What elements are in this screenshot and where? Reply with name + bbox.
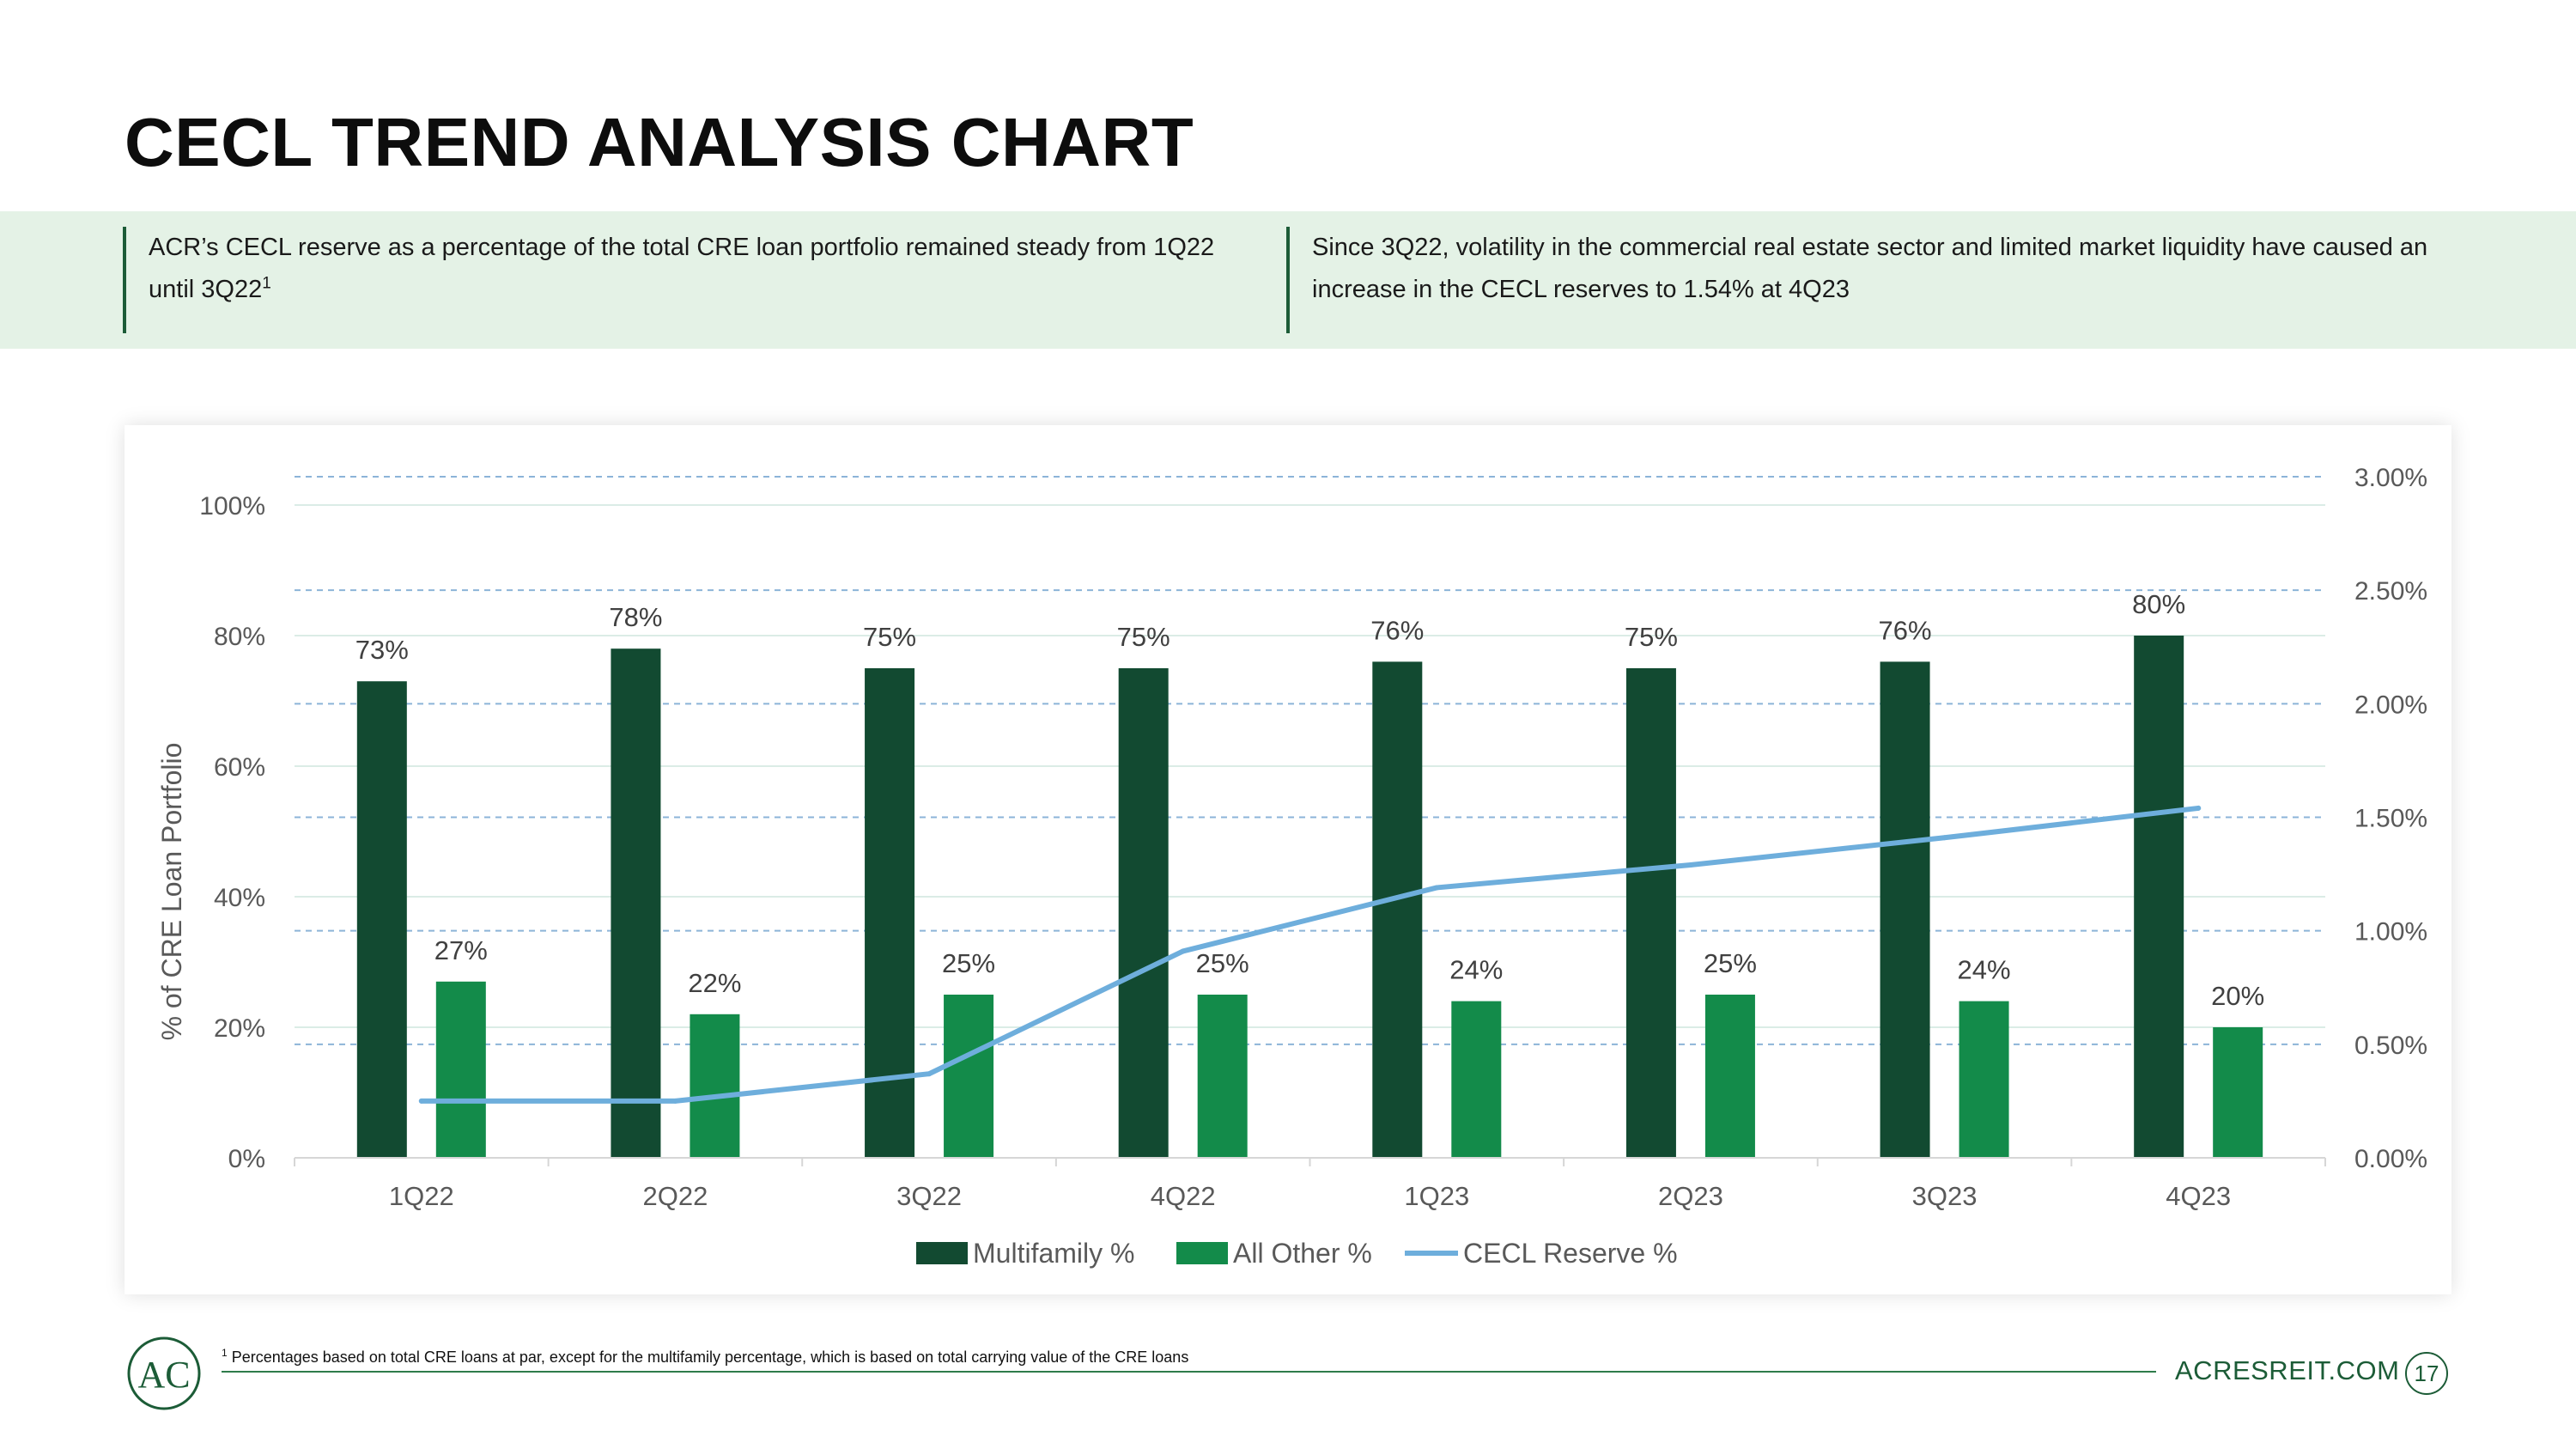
acres-logo: AC	[127, 1336, 201, 1410]
all-other-data-label: 24%	[1958, 955, 2011, 985]
cecl-reserve-point	[418, 1098, 424, 1104]
multifamily-data-label: 75%	[1625, 622, 1678, 652]
left-tick-label: 60%	[214, 753, 265, 782]
y-axis-title: % of CRE Loan Portfolio	[156, 743, 187, 1041]
all-other-data-label: 25%	[1704, 948, 1757, 978]
left-tick-label: 100%	[199, 492, 265, 521]
callout-left-text: ACR’s CECL reserve as a percentage of th…	[149, 234, 1215, 303]
site-url[interactable]: ACRESREIT.COM	[2175, 1355, 2400, 1385]
callout-left: ACR’s CECL reserve as a percentage of th…	[123, 227, 1239, 333]
all-other-bar	[1451, 1001, 1502, 1158]
all-other-data-label: 24%	[1449, 955, 1503, 985]
footnote-mark: 1	[222, 1347, 228, 1359]
left-tick-label: 20%	[214, 1014, 265, 1043]
all-other-data-label: 22%	[688, 968, 741, 998]
logo-letters: AC	[137, 1354, 190, 1396]
x-tick-label: 4Q23	[2166, 1181, 2231, 1211]
cecl-reserve-line	[418, 805, 2202, 1104]
multifamily-data-label: 76%	[1370, 615, 1424, 645]
x-tick-label: 3Q22	[896, 1181, 962, 1211]
legend-label: Multifamily %	[973, 1238, 1134, 1269]
cecl-reserve-point	[1434, 885, 1440, 891]
multifamily-bar	[356, 681, 407, 1158]
right-tick-label: 3.00%	[2354, 464, 2427, 492]
cecl-reserve-point	[1180, 948, 1186, 954]
right-tick-label: 0.50%	[2354, 1032, 2427, 1060]
callout-right-text: Since 3Q22, volatility in the commercial…	[1312, 234, 2428, 303]
legend-swatch-all-other	[1176, 1242, 1228, 1264]
right-tick-label: 2.50%	[2354, 577, 2427, 606]
right-tick-label: 1.00%	[2354, 918, 2427, 947]
all-other-bar	[435, 981, 486, 1158]
callout-band: ACR’s CECL reserve as a percentage of th…	[0, 211, 2576, 349]
legend-label: CECL Reserve %	[1463, 1238, 1678, 1269]
all-other-bar	[944, 995, 994, 1158]
multifamily-bar	[1625, 668, 1676, 1158]
legend-swatch-multifamily	[916, 1242, 968, 1264]
multifamily-data-label: 78%	[609, 602, 662, 632]
all-other-bar	[1197, 995, 1248, 1158]
right-tick-label: 2.00%	[2354, 691, 2427, 719]
multifamily-data-label: 75%	[863, 622, 916, 652]
x-tick-label: 1Q23	[1404, 1181, 1469, 1211]
cecl-reserve-point	[1941, 835, 1947, 841]
left-tick-label: 40%	[214, 884, 265, 912]
footnote: 1 Percentages based on total CRE loans a…	[222, 1347, 1188, 1367]
right-tick-label: 0.00%	[2354, 1145, 2427, 1173]
footer-rule	[222, 1371, 2156, 1373]
page-title: CECL TREND ANALYSIS CHART	[125, 104, 1194, 180]
all-other-bar	[2213, 1027, 2263, 1158]
all-other-data-label: 25%	[1196, 948, 1249, 978]
multifamily-data-label: 76%	[1879, 615, 1932, 645]
footnote-text: Percentages based on total CRE loans at …	[231, 1349, 1189, 1366]
all-other-bar	[1704, 995, 1755, 1158]
right-tick-label: 1.50%	[2354, 805, 2427, 833]
multifamily-bar	[1372, 661, 1423, 1158]
x-tick-label: 4Q22	[1151, 1181, 1216, 1211]
cecl-reserve-point	[1687, 862, 1693, 868]
cecl-reserve-point	[672, 1098, 678, 1104]
all-other-data-label: 20%	[2211, 981, 2264, 1011]
callout-left-footnote-mark: 1	[262, 274, 271, 293]
cecl-reserve-point	[2196, 805, 2202, 811]
legend-label: All Other %	[1233, 1238, 1372, 1269]
multifamily-bar	[1880, 661, 1930, 1158]
multifamily-bar	[865, 668, 915, 1158]
chart-card: 73% 78% 75% 75% 76% 75% 76% 80% 27% 22% 25% 25% 24% 2…	[125, 425, 2451, 1294]
cecl-reserve-point	[927, 1071, 933, 1077]
x-tick-label: 2Q23	[1658, 1181, 1723, 1211]
multifamily-bar	[611, 648, 661, 1158]
cecl-trend-chart: 73% 78% 75% 75% 76% 75% 76% 80% 27% 22% 25% 25% 24% 2…	[156, 464, 2427, 1269]
all-other-data-label: 25%	[942, 948, 995, 978]
multifamily-bar	[2134, 636, 2184, 1158]
all-other-data-label: 27%	[434, 935, 488, 965]
callout-right: Since 3Q22, volatility in the commercial…	[1286, 227, 2506, 333]
left-tick-label: 0%	[228, 1145, 265, 1173]
x-tick-label: 2Q22	[643, 1181, 708, 1211]
x-tick-label: 3Q23	[1912, 1181, 1978, 1211]
all-other-bar	[690, 1014, 740, 1158]
multifamily-data-label: 75%	[1117, 622, 1170, 652]
all-other-bar	[1959, 1001, 2009, 1158]
multifamily-data-label: 73%	[355, 635, 409, 665]
page-number: 17	[2405, 1352, 2448, 1395]
x-tick-label: 1Q22	[389, 1181, 454, 1211]
left-tick-label: 80%	[214, 623, 265, 651]
multifamily-data-label: 80%	[2132, 589, 2185, 619]
multifamily-bar	[1118, 668, 1169, 1158]
